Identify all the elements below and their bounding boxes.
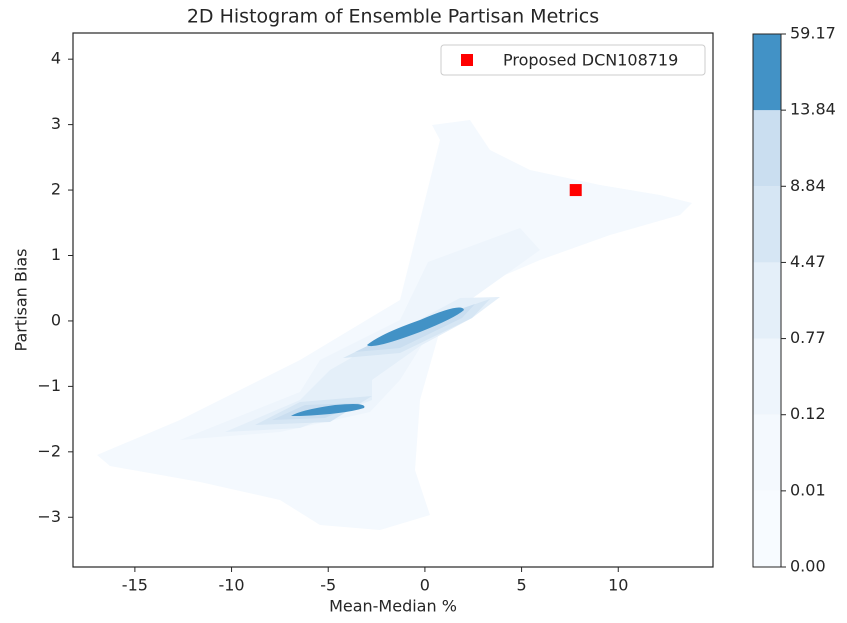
y-tick-label: 3 — [51, 114, 61, 133]
x-tick-label: -5 — [320, 576, 336, 595]
colorbar-band — [753, 490, 781, 567]
x-tick-label: 0 — [420, 576, 430, 595]
colorbar-band — [753, 262, 781, 339]
x-tick-label: 5 — [516, 576, 526, 595]
colorbar-tick-label: 0.00 — [790, 557, 826, 576]
colorbar-band — [753, 186, 781, 263]
y-tick-label: 1 — [51, 245, 61, 264]
colorbar-tick-label: 0.01 — [790, 480, 826, 499]
x-axis-label: Mean-Median % — [329, 597, 457, 616]
colorbar-band — [753, 338, 781, 415]
legend-marker — [461, 54, 473, 66]
colorbar-band — [753, 110, 781, 187]
contour — [272, 304, 475, 420]
density-contours — [97, 120, 692, 530]
colorbar-tick-label: 59.17 — [790, 24, 836, 43]
colorbar-tick-label: 4.47 — [790, 252, 826, 271]
colorbar-tick-label: 13.84 — [790, 100, 836, 119]
y-tick-label: −3 — [37, 507, 61, 526]
chart-title: 2D Histogram of Ensemble Partisan Metric… — [187, 6, 599, 28]
contour — [180, 228, 540, 440]
colorbar-band — [753, 414, 781, 491]
x-tick-label: -15 — [122, 576, 148, 595]
y-tick-label: 4 — [51, 49, 61, 68]
y-tick-label: −2 — [37, 441, 61, 460]
contour — [291, 307, 464, 416]
plot-frame — [72, 32, 714, 568]
x-tick-label: -10 — [218, 576, 244, 595]
colorbar-band — [753, 34, 781, 111]
legend — [440, 44, 706, 76]
y-tick-label: 0 — [51, 310, 61, 329]
colorbar-frame — [752, 33, 782, 568]
y-axis-label: Partisan Bias — [12, 249, 31, 352]
legend-label: Proposed DCN108719 — [503, 51, 678, 70]
colorbar-tick-label: 8.84 — [790, 176, 826, 195]
colorbar-tick-label: 0.12 — [790, 404, 826, 423]
colorbar-tick-label: 0.77 — [790, 328, 826, 347]
y-tick-label: −1 — [37, 376, 61, 395]
y-tick-label: 2 — [51, 180, 61, 199]
x-tick-label: 10 — [608, 576, 628, 595]
point — [569, 184, 582, 197]
